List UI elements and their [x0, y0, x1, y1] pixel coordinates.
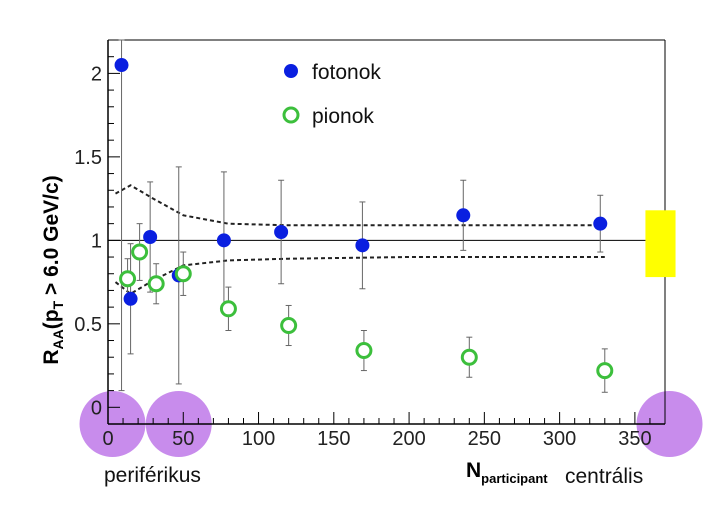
x-axis-label: Nparticipant: [466, 459, 548, 486]
x-tick-label: 50: [172, 428, 194, 450]
legend-marker-fotonok: [284, 64, 298, 78]
x-tick-label: 100: [242, 428, 275, 450]
band-upper: [115, 184, 605, 227]
uncertainty-band: [114, 184, 676, 296]
y-axis-label-sub: AA: [50, 329, 66, 349]
point-pionok-7: [460, 348, 478, 366]
y-axis-label: RAA(pT > 6.0 GeV/c): [40, 175, 66, 364]
point-fotonok-2: [143, 230, 158, 245]
point-pionok-4: [219, 300, 237, 318]
point-pionok-6: [355, 342, 373, 360]
point-fotonok-0: [114, 58, 129, 73]
legend-label-fotonok: fotonok: [312, 61, 381, 84]
legend-label-pionok: pionok: [312, 105, 374, 128]
x-tick-label: 250: [468, 428, 501, 450]
x-tick-label: 300: [543, 428, 576, 450]
y-tick-label: 2: [91, 63, 102, 85]
annotation-central: centrális: [565, 465, 643, 488]
point-fotonok-4: [216, 233, 231, 248]
y-tick-label: 0: [91, 397, 102, 419]
x-tick-label: 200: [392, 428, 425, 450]
y-tick-label: 1.5: [74, 147, 102, 169]
x-axis-label-main: N: [466, 459, 481, 482]
highlight-circle-2: [636, 391, 703, 457]
legend: fotonok pionok: [282, 61, 381, 128]
x-axis-label-sub: participant: [481, 471, 548, 486]
y-tick-label: 0.5: [74, 314, 102, 336]
point-pionok-5: [280, 316, 298, 334]
point-pionok-8: [596, 362, 614, 380]
annotation-peripheral: periférikus: [104, 464, 201, 487]
systematic-box: [645, 210, 676, 278]
y-axis-label-main: R: [40, 349, 63, 364]
data-points: [114, 58, 614, 380]
point-fotonok-6: [355, 238, 370, 253]
point-fotonok-8: [593, 216, 608, 231]
x-tick-label: 150: [317, 428, 350, 450]
point-fotonok-5: [274, 225, 289, 239]
y-axis-label-paren: (p: [40, 309, 63, 329]
point-pionok-2: [147, 275, 165, 293]
y-axis-label-sub2: T: [50, 300, 66, 309]
point-pionok-0: [119, 270, 137, 288]
point-pionok-1: [131, 243, 149, 261]
point-fotonok-1: [123, 291, 138, 306]
x-tick-label: 350: [618, 428, 651, 450]
y-axis-label-rest: > 6.0 GeV/c): [40, 175, 63, 301]
legend-marker-pionok: [282, 106, 300, 124]
point-fotonok-7: [456, 208, 471, 223]
y-tick-label: 1: [91, 230, 102, 252]
x-tick-label: 0: [102, 428, 113, 450]
axis-labels: RAA(pT > 6.0 GeV/c) Nparticipant perifér…: [40, 175, 643, 488]
band-lower: [114, 256, 605, 296]
point-pionok-3: [174, 265, 192, 283]
axes: 0 50 100 150 200 250 300 350 0 0.5 1 1.5 2: [74, 39, 666, 450]
